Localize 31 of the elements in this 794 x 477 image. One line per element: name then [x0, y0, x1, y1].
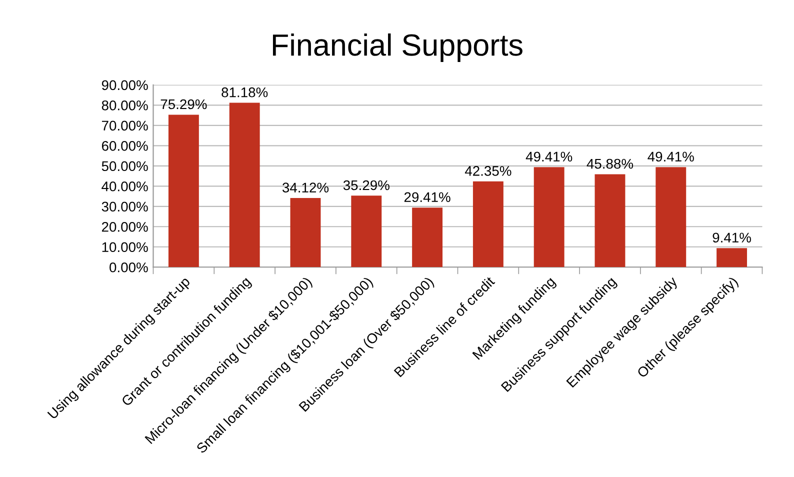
- data-label: 34.12%: [282, 182, 329, 193]
- bar: [168, 114, 199, 268]
- y-tick-label: 40.00%: [102, 181, 148, 192]
- y-tick-label: 50.00%: [102, 161, 148, 172]
- bar: [412, 208, 443, 268]
- data-label: 49.41%: [648, 152, 694, 162]
- data-label: 49.41%: [526, 152, 572, 162]
- data-label: 45.88%: [586, 158, 634, 169]
- bar: [656, 167, 686, 268]
- data-label: 42.35%: [464, 166, 512, 176]
- data-label: 75.29%: [160, 99, 207, 110]
- y-tick-label: 10.00%: [102, 242, 148, 252]
- y-tick-label: 30.00%: [102, 202, 148, 212]
- bar: [594, 174, 626, 268]
- y-tick-label: 60.00%: [102, 140, 148, 151]
- data-label: 81.18%: [222, 87, 268, 98]
- data-label: 9.41%: [712, 232, 751, 243]
- bar: [290, 198, 321, 268]
- bar: [351, 196, 382, 268]
- bar: [534, 167, 564, 268]
- data-label: 29.41%: [404, 192, 450, 202]
- chart-title: Financial Supports: [272, 33, 522, 62]
- y-tick-label: 0.00%: [110, 262, 148, 272]
- y-tick-label: 80.00%: [102, 100, 148, 110]
- bar: [472, 181, 504, 268]
- y-tick-label: 70.00%: [102, 120, 148, 131]
- bar: [229, 102, 260, 268]
- y-tick-label: 90.00%: [102, 80, 148, 90]
- y-tick-label: 20.00%: [102, 222, 148, 232]
- bar: [716, 248, 748, 268]
- data-label: 35.29%: [343, 180, 390, 190]
